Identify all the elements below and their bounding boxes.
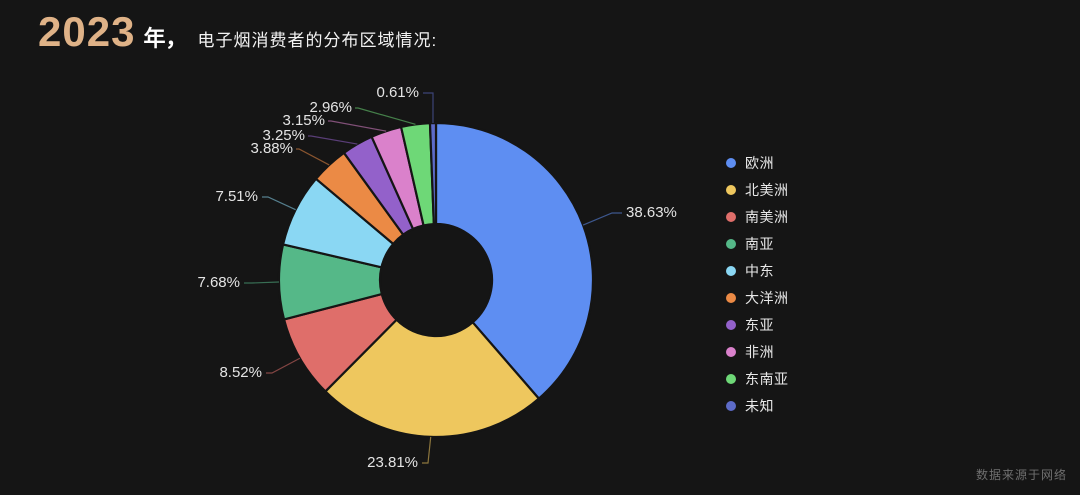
legend-dot-icon: [726, 184, 736, 195]
legend-item-南美洲[interactable]: 南美洲: [726, 203, 789, 230]
source-note: 数据来源于网络: [975, 468, 1067, 482]
title-year-suffix: 年，: [143, 26, 188, 51]
chart-title: 2023 年， 电子烟消费者的分布区域情况:: [38, 8, 437, 56]
pie-label-南美洲: 8.52%: [219, 364, 262, 381]
legend-item-中东[interactable]: 中东: [726, 257, 789, 284]
legend-dot-icon: [726, 265, 736, 276]
label-leader-南亚: [244, 281, 280, 284]
pie-label-欧洲: 38.63%: [626, 204, 677, 221]
legend-dot-icon: [726, 346, 736, 357]
pie-label-南亚: 7.68%: [197, 274, 240, 291]
legend-item-东南亚[interactable]: 东南亚: [726, 365, 789, 392]
legend-dot-icon: [726, 211, 736, 222]
legend-item-南亚[interactable]: 南亚: [726, 230, 789, 257]
legend-label: 中东: [745, 262, 774, 279]
label-leader-大洋洲: [296, 148, 330, 166]
label-leader-北美洲: [422, 436, 432, 464]
legend-item-北美洲[interactable]: 北美洲: [726, 176, 789, 203]
legend-label: 北美洲: [745, 181, 789, 198]
legend-item-未知[interactable]: 未知: [726, 392, 789, 419]
legend-dot-icon: [726, 157, 736, 168]
pie-label-北美洲: 23.81%: [367, 454, 418, 471]
label-leader-东亚: [308, 135, 358, 145]
legend-label: 非洲: [745, 343, 774, 360]
legend-label: 未知: [745, 397, 774, 414]
pie-slice-欧洲[interactable]: [434, 121, 595, 400]
legend-dot-icon: [726, 238, 736, 249]
pie-label-东亚: 3.25%: [262, 127, 305, 144]
pie-label-未知: 0.61%: [376, 84, 419, 101]
legend-dot-icon: [726, 319, 736, 330]
pie-slice-北美洲[interactable]: [324, 318, 540, 439]
legend-label: 东南亚: [745, 370, 789, 387]
legend-item-东亚[interactable]: 东亚: [726, 311, 789, 338]
pie-label-东南亚: 2.96%: [309, 99, 352, 116]
legend-item-非洲[interactable]: 非洲: [726, 338, 789, 365]
legend-item-欧洲[interactable]: 欧洲: [726, 149, 789, 176]
legend-dot-icon: [726, 292, 736, 303]
legend-label: 南美洲: [745, 208, 789, 225]
label-leader-非洲: [328, 120, 387, 132]
pie-slice-未知[interactable]: [428, 121, 438, 226]
legend-label: 大洋洲: [745, 289, 789, 306]
legend-label: 南亚: [745, 235, 774, 252]
label-leader-东南亚: [355, 107, 416, 125]
label-leader-欧洲: [582, 212, 622, 226]
title-year: 2023: [38, 8, 136, 55]
legend-dot-icon: [726, 373, 736, 384]
label-leader-南美洲: [266, 357, 301, 374]
pie-label-非洲: 3.15%: [282, 112, 325, 129]
pie-label-大洋洲: 3.88%: [250, 140, 293, 157]
legend-dot-icon: [726, 400, 736, 411]
pie-label-中东: 7.51%: [215, 188, 258, 205]
legend: 欧洲北美洲南美洲南亚中东大洋洲东亚非洲东南亚未知: [726, 149, 789, 419]
title-description: 电子烟消费者的分布区域情况:: [197, 31, 438, 50]
label-leader-未知: [423, 92, 434, 124]
legend-label: 欧洲: [745, 154, 774, 171]
label-leader-中东: [262, 196, 296, 211]
legend-label: 东亚: [745, 316, 774, 333]
legend-item-大洋洲[interactable]: 大洋洲: [726, 284, 789, 311]
